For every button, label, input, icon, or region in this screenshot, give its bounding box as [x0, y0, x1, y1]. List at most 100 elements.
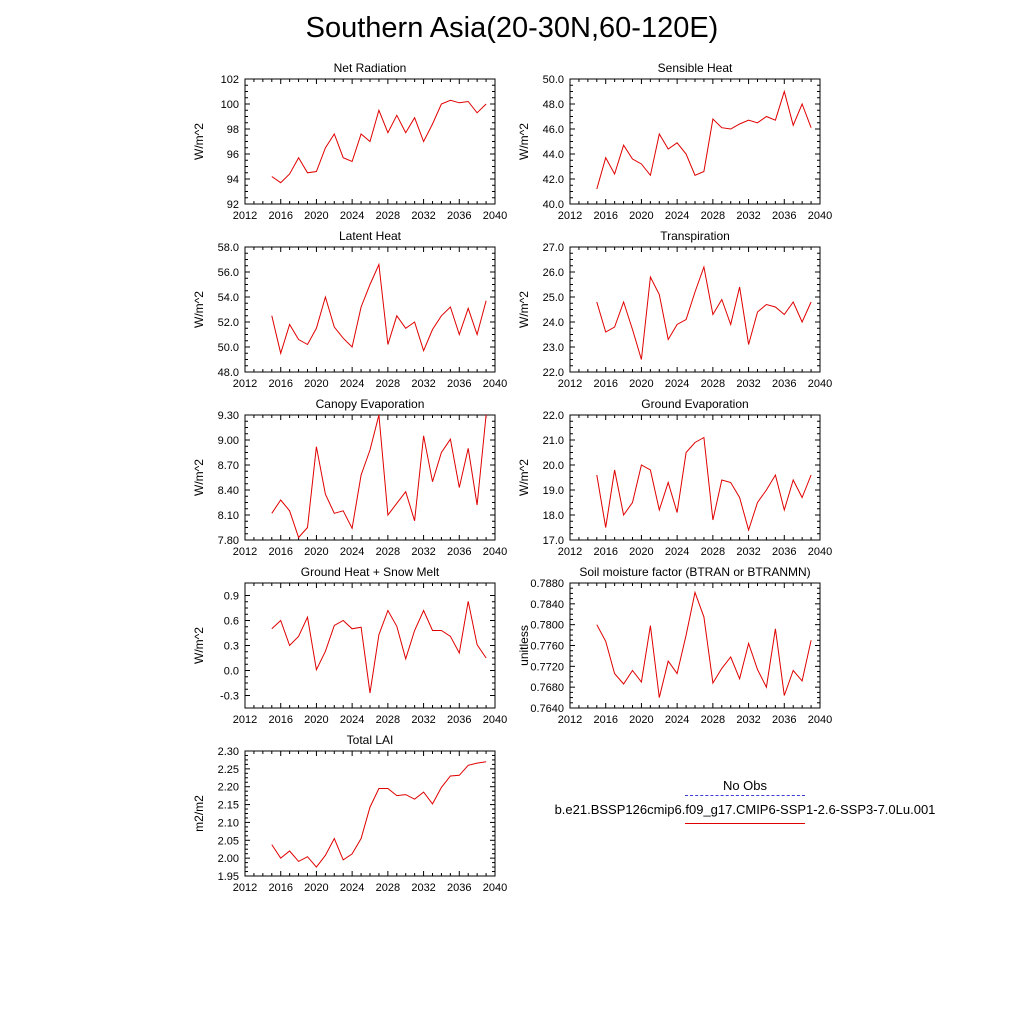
legend-obs-label: No Obs — [722, 778, 768, 793]
y-tick-label: 42.0 — [543, 174, 564, 186]
chart-title: Latent Heat — [339, 229, 402, 243]
x-tick-label: 2012 — [233, 378, 257, 390]
plot-frame — [244, 582, 496, 709]
series-line — [271, 414, 487, 539]
y-tick-label: 0.7800 — [530, 620, 564, 632]
y-tick-label: 94 — [227, 174, 239, 186]
x-tick-label: 2020 — [629, 546, 653, 558]
y-axis-label: W/m^2 — [192, 123, 206, 160]
y-tick-label: 0.7840 — [530, 599, 564, 611]
y-tick-label: 27.0 — [543, 242, 564, 254]
y-tick-label: 102 — [221, 74, 239, 86]
x-tick-label: 2024 — [665, 378, 689, 390]
y-tick-label: 54.0 — [218, 292, 239, 304]
x-tick-label: 2016 — [268, 714, 292, 726]
x-tick-label: 2032 — [736, 714, 760, 726]
y-tick-label: 2.10 — [218, 817, 239, 829]
y-tick-label: 26.0 — [543, 267, 564, 279]
y-axis-label: W/m^2 — [517, 459, 531, 496]
series-line — [271, 99, 487, 184]
y-tick-label: 8.40 — [218, 485, 239, 497]
chart-panel-0: Net Radiation W/m^2 2012 2016 2020 2024 2028 20… — [192, 61, 507, 222]
y-tick-label: 50.0 — [543, 74, 564, 86]
x-tick-label: 2028 — [701, 546, 725, 558]
x-tick-label: 2036 — [772, 714, 796, 726]
x-tick-label: 2020 — [629, 378, 653, 390]
y-tick-label: 17.0 — [543, 535, 564, 547]
x-tick-label: 2040 — [483, 714, 507, 726]
y-tick-label: 100 — [221, 99, 239, 111]
x-tick-label: 2040 — [483, 882, 507, 894]
y-tick-label: 56.0 — [218, 267, 239, 279]
legend: No Obs b.e21.BSSP126cmip6.f09_g17.CMIP6-… — [530, 778, 960, 824]
chart-title: Transpiration — [660, 229, 730, 243]
x-tick-label: 2024 — [340, 714, 364, 726]
chart-panel-2: Latent Heat W/m^2 2012 2016 2020 2024 2028 2032… — [192, 229, 507, 390]
series-line — [596, 89, 812, 190]
x-tick-label: 2032 — [411, 546, 435, 558]
y-tick-label: 18.0 — [543, 510, 564, 522]
x-tick-label: 2036 — [447, 378, 471, 390]
x-tick-label: 2020 — [304, 714, 328, 726]
series-line — [271, 262, 487, 356]
x-tick-label: 2016 — [268, 378, 292, 390]
x-tick-label: 2012 — [233, 714, 257, 726]
y-tick-label: 22.0 — [543, 410, 564, 422]
x-tick-label: 2028 — [376, 546, 400, 558]
x-tick-label: 2036 — [447, 714, 471, 726]
series-line — [596, 436, 812, 532]
chart-title: Canopy Evaporation — [316, 397, 425, 411]
x-tick-label: 2040 — [808, 714, 832, 726]
y-tick-label: 2.15 — [218, 800, 239, 812]
chart-panel-5: Ground Evaporation W/m^2 2012 2016 2020 2024 2… — [517, 397, 832, 558]
x-tick-label: 2028 — [376, 378, 400, 390]
legend-obs-line — [685, 795, 805, 796]
y-axis-label: W/m^2 — [517, 123, 531, 160]
x-tick-label: 2032 — [411, 714, 435, 726]
chart-title: Soil moisture factor (BTRAN or BTRANMN) — [579, 565, 810, 579]
x-tick-label: 2016 — [268, 882, 292, 894]
x-tick-label: 2036 — [447, 210, 471, 222]
x-tick-label: 2032 — [411, 210, 435, 222]
plot-frame — [569, 582, 821, 709]
y-tick-label: 96 — [227, 149, 239, 161]
y-tick-label: 44.0 — [543, 149, 564, 161]
plot-frame — [569, 414, 821, 541]
x-tick-label: 2032 — [411, 378, 435, 390]
series-line — [596, 265, 812, 360]
y-tick-label: 40.0 — [543, 199, 564, 211]
plot-frame — [569, 246, 821, 373]
y-tick-label: 23.0 — [543, 342, 564, 354]
x-tick-label: 2028 — [701, 378, 725, 390]
y-tick-label: 0.7880 — [530, 578, 564, 590]
x-tick-label: 2020 — [629, 714, 653, 726]
x-tick-label: 2020 — [629, 210, 653, 222]
y-tick-label: 8.10 — [218, 510, 239, 522]
x-tick-label: 2016 — [593, 378, 617, 390]
series-line — [271, 601, 487, 694]
x-tick-label: 2028 — [701, 210, 725, 222]
y-axis-label: W/m^2 — [192, 459, 206, 496]
x-tick-label: 2040 — [483, 210, 507, 222]
x-tick-label: 2012 — [558, 546, 582, 558]
legend-case-label: b.e21.BSSP126cmip6.f09_g17.CMIP6-SSP1-2.… — [554, 802, 936, 817]
x-tick-label: 2036 — [447, 546, 471, 558]
y-tick-label: 20.0 — [543, 460, 564, 472]
y-tick-label: -0.3 — [220, 691, 239, 703]
plot-frame — [244, 246, 496, 373]
y-tick-label: 48.0 — [218, 367, 239, 379]
y-tick-label: 0.7680 — [530, 682, 564, 694]
x-tick-label: 2040 — [808, 210, 832, 222]
legend-case-line — [685, 823, 805, 824]
x-tick-label: 2020 — [304, 378, 328, 390]
x-tick-label: 2028 — [376, 210, 400, 222]
x-tick-label: 2016 — [593, 546, 617, 558]
y-tick-label: 98 — [227, 124, 239, 136]
y-tick-label: 2.05 — [218, 835, 239, 847]
y-tick-label: 50.0 — [218, 342, 239, 354]
y-tick-label: 0.0 — [224, 666, 239, 678]
chart-panel-8: Total LAI m2/m2 2012 2016 2020 2024 2028 2032 20… — [192, 733, 507, 894]
x-tick-label: 2012 — [558, 378, 582, 390]
y-tick-label: 48.0 — [543, 99, 564, 111]
